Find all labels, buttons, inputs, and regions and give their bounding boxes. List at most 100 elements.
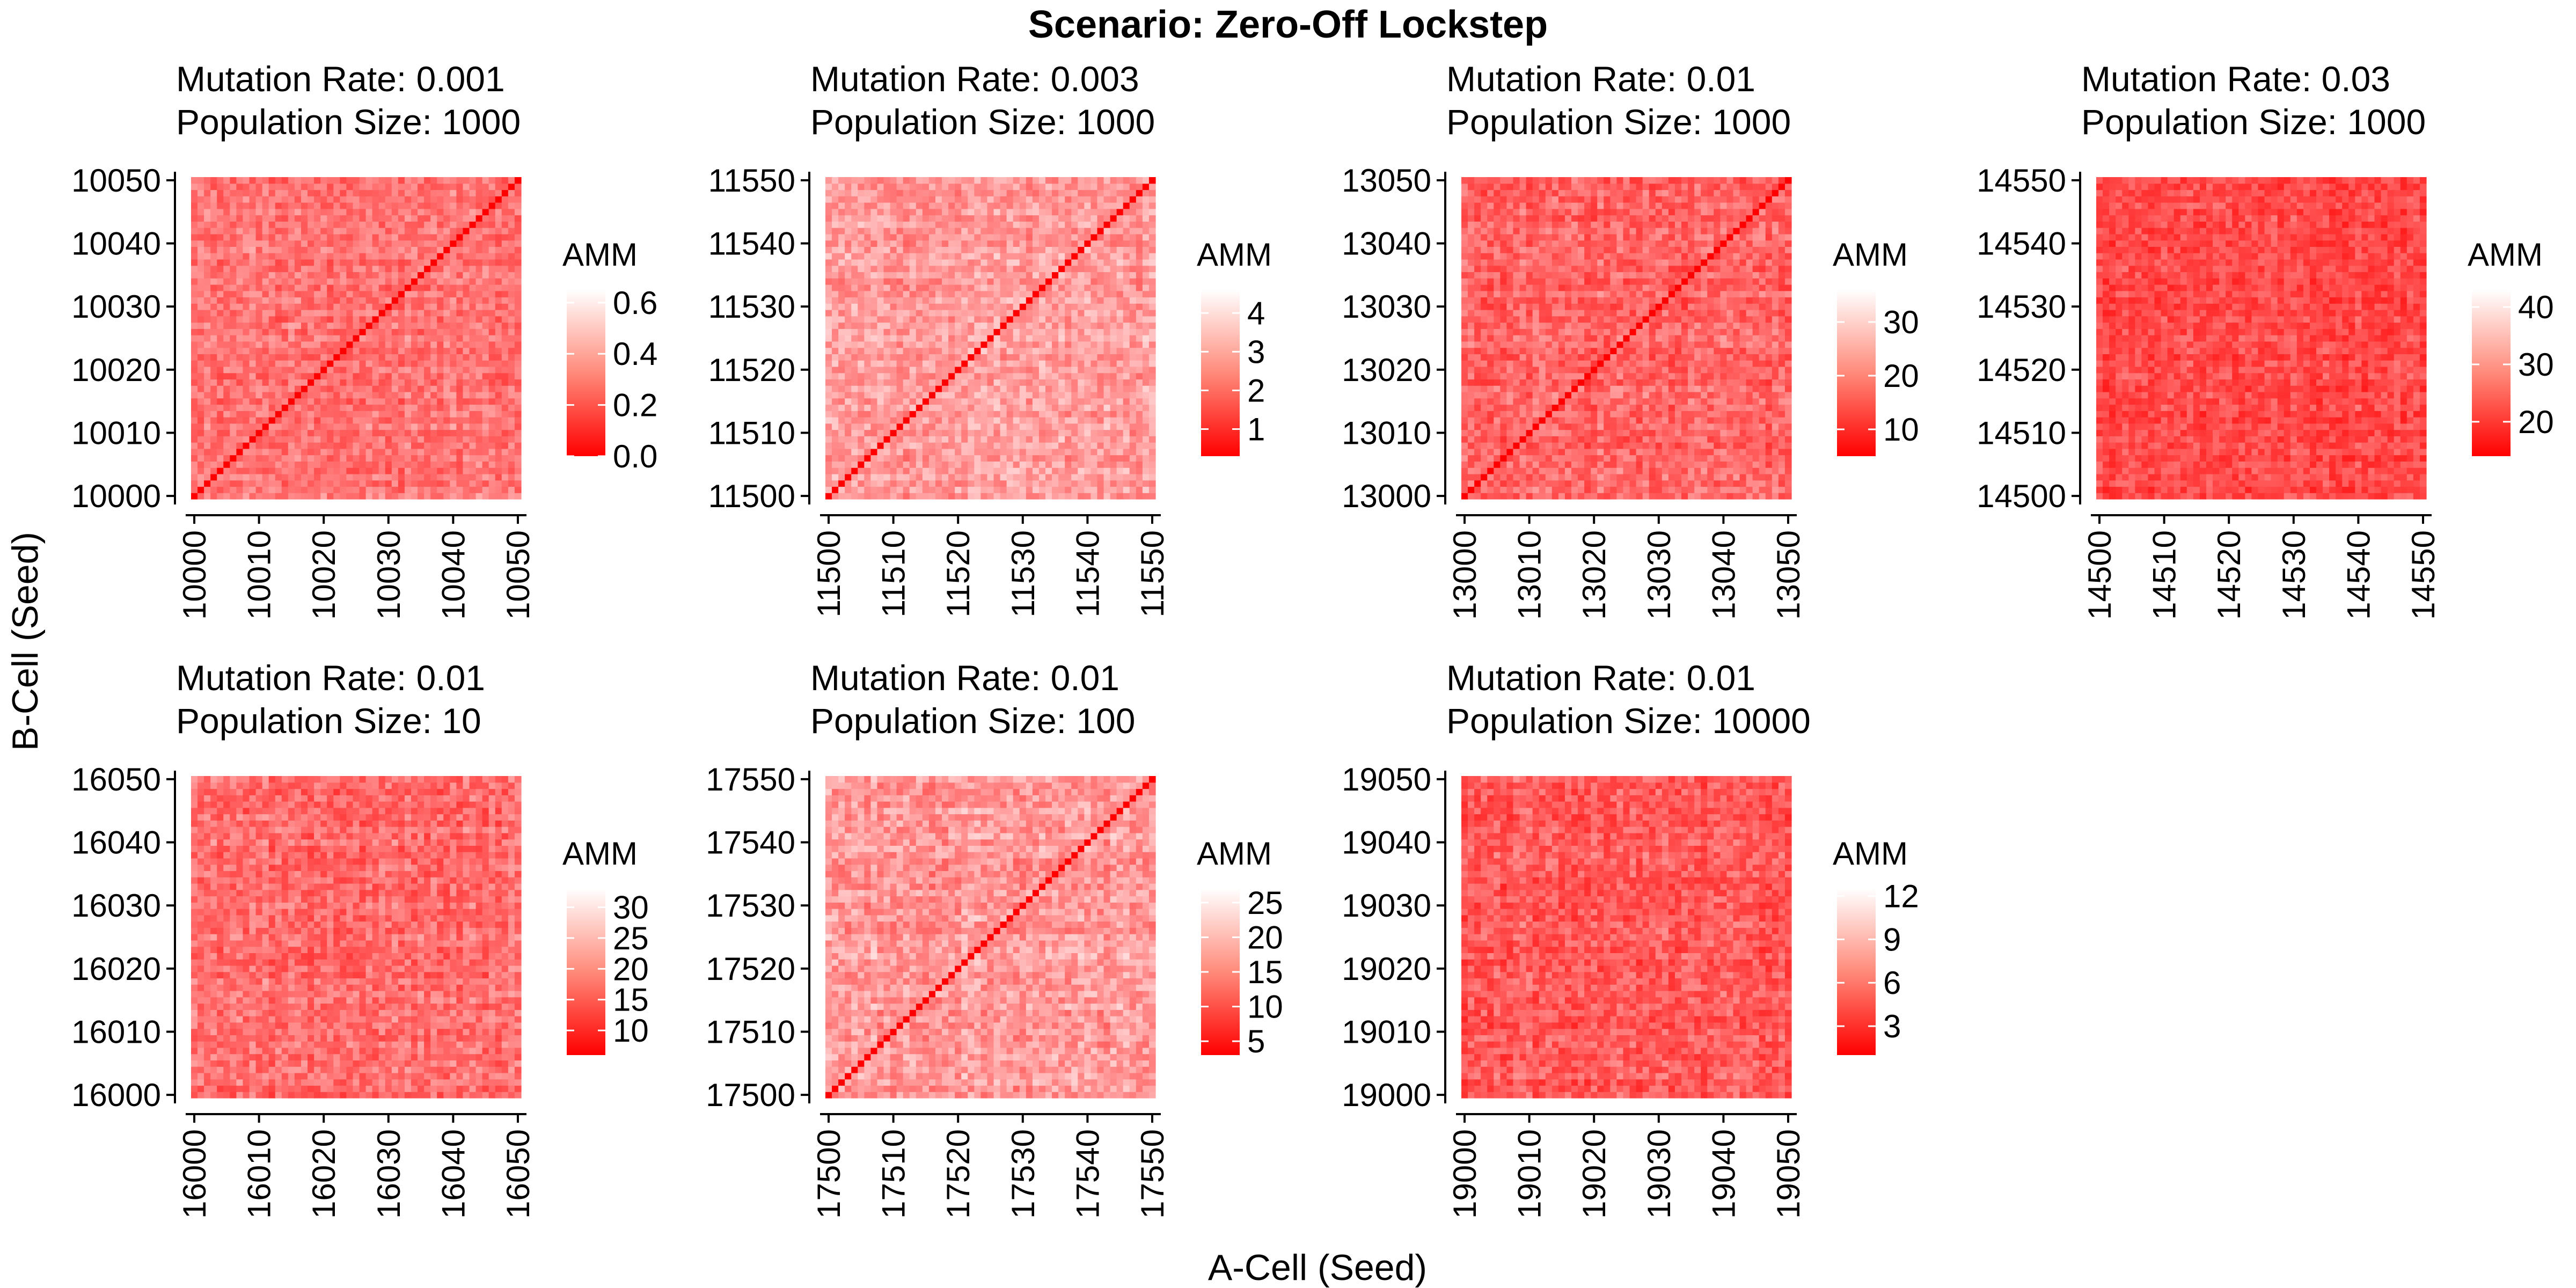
heatmap-cell xyxy=(1013,486,1020,493)
heatmap-cell xyxy=(1052,366,1059,374)
heatmap-cell xyxy=(1065,467,1072,474)
heatmap-cell xyxy=(450,196,457,203)
heatmap-cell xyxy=(1032,196,1040,203)
heatmap-cell xyxy=(1071,265,1078,273)
heatmap-cell xyxy=(210,310,217,317)
heatmap-cell xyxy=(922,411,930,418)
heatmap-cell xyxy=(249,240,257,247)
heatmap-cell xyxy=(372,284,379,291)
heatmap-cell xyxy=(845,347,852,355)
heatmap-cell xyxy=(346,411,354,418)
heatmap-cell xyxy=(320,177,327,184)
heatmap-cell xyxy=(346,436,354,443)
heatmap-cell xyxy=(916,278,923,285)
heatmap-cell xyxy=(955,215,962,222)
heatmap-cell xyxy=(456,467,464,474)
heatmap-cell xyxy=(340,423,347,430)
heatmap-cell xyxy=(1045,259,1052,266)
heatmap-cell xyxy=(230,493,237,500)
y-tick-label: 10040 xyxy=(71,226,161,262)
heatmap-cell xyxy=(217,284,224,291)
heatmap-cell xyxy=(482,278,489,285)
heatmap-cell xyxy=(463,486,470,493)
heatmap-cell xyxy=(191,379,198,386)
heatmap-cell xyxy=(249,429,257,436)
heatmap-cell xyxy=(838,341,845,348)
heatmap-cell xyxy=(236,240,244,247)
heatmap-cell xyxy=(955,366,962,374)
heatmap-cell xyxy=(243,265,250,273)
heatmap-cell xyxy=(909,372,917,380)
heatmap-cell xyxy=(443,228,450,235)
heatmap-cell xyxy=(916,372,923,380)
heatmap-cell xyxy=(391,379,399,386)
heatmap-cell xyxy=(1019,480,1027,487)
heatmap-cell xyxy=(346,221,354,228)
heatmap-cell xyxy=(411,417,418,424)
heatmap-cell xyxy=(268,455,276,462)
heatmap-cell xyxy=(968,259,975,266)
heatmap-cell xyxy=(1065,417,1072,424)
heatmap-cell xyxy=(385,240,392,247)
heatmap-cell xyxy=(327,177,334,184)
heatmap-cell xyxy=(223,278,230,285)
heatmap-cell xyxy=(418,411,425,418)
heatmap-cell xyxy=(488,297,496,304)
heatmap-cell xyxy=(301,335,308,342)
heatmap-cell xyxy=(294,493,302,500)
heatmap-cell xyxy=(275,297,282,304)
heatmap-cell xyxy=(1116,316,1124,323)
heatmap-cell xyxy=(1058,493,1065,500)
heatmap-cell xyxy=(1110,392,1117,399)
heatmap-cell xyxy=(308,379,314,386)
heatmap-cell xyxy=(385,246,392,253)
heatmap-cell xyxy=(825,196,832,203)
heatmap-cell xyxy=(1000,366,1007,374)
heatmap-cell xyxy=(488,354,496,361)
heatmap-cell xyxy=(223,202,230,209)
heatmap-cell xyxy=(495,303,502,310)
heatmap-cell xyxy=(346,467,354,474)
heatmap-cell xyxy=(916,455,923,462)
heatmap-cell xyxy=(217,372,224,380)
heatmap-cell xyxy=(223,392,230,399)
heatmap-cell xyxy=(987,347,994,355)
heatmap-cell xyxy=(987,398,994,405)
heatmap-cell xyxy=(411,322,418,329)
heatmap-cell xyxy=(1026,473,1033,481)
heatmap-cell xyxy=(204,354,211,361)
heatmap-cell xyxy=(890,221,897,228)
heatmap-cell xyxy=(942,385,949,392)
heatmap-cell xyxy=(418,417,425,424)
heatmap-cell xyxy=(294,379,302,386)
heatmap-cell xyxy=(243,297,250,304)
heatmap-cell xyxy=(243,202,250,209)
heatmap-cell xyxy=(249,379,257,386)
heatmap-cell xyxy=(955,448,962,456)
heatmap-cell xyxy=(909,303,917,310)
heatmap-cell xyxy=(1097,379,1104,386)
heatmap-cell xyxy=(391,183,399,191)
heatmap-cell xyxy=(378,417,386,424)
heatmap-cell xyxy=(832,196,839,203)
heatmap-cell xyxy=(482,310,489,317)
heatmap-cell xyxy=(1000,240,1007,247)
heatmap-cell xyxy=(858,265,865,273)
heatmap-cell xyxy=(340,316,347,323)
heatmap-cell xyxy=(1103,272,1111,279)
heatmap-cell xyxy=(450,189,457,196)
heatmap-cell xyxy=(437,228,444,235)
heatmap-cell xyxy=(243,379,250,386)
heatmap-cell xyxy=(935,347,942,355)
heatmap-cell xyxy=(1097,385,1104,392)
heatmap-cell xyxy=(249,310,257,317)
heatmap-cell xyxy=(411,379,418,386)
heatmap-cell xyxy=(890,215,897,222)
heatmap-cell xyxy=(1097,297,1104,304)
heatmap-cell xyxy=(191,392,198,399)
heatmap-cell xyxy=(236,493,244,500)
heatmap-cell xyxy=(430,272,437,279)
heatmap-cell xyxy=(424,189,431,196)
heatmap-cell xyxy=(1078,379,1085,386)
heatmap-cell xyxy=(475,310,483,317)
